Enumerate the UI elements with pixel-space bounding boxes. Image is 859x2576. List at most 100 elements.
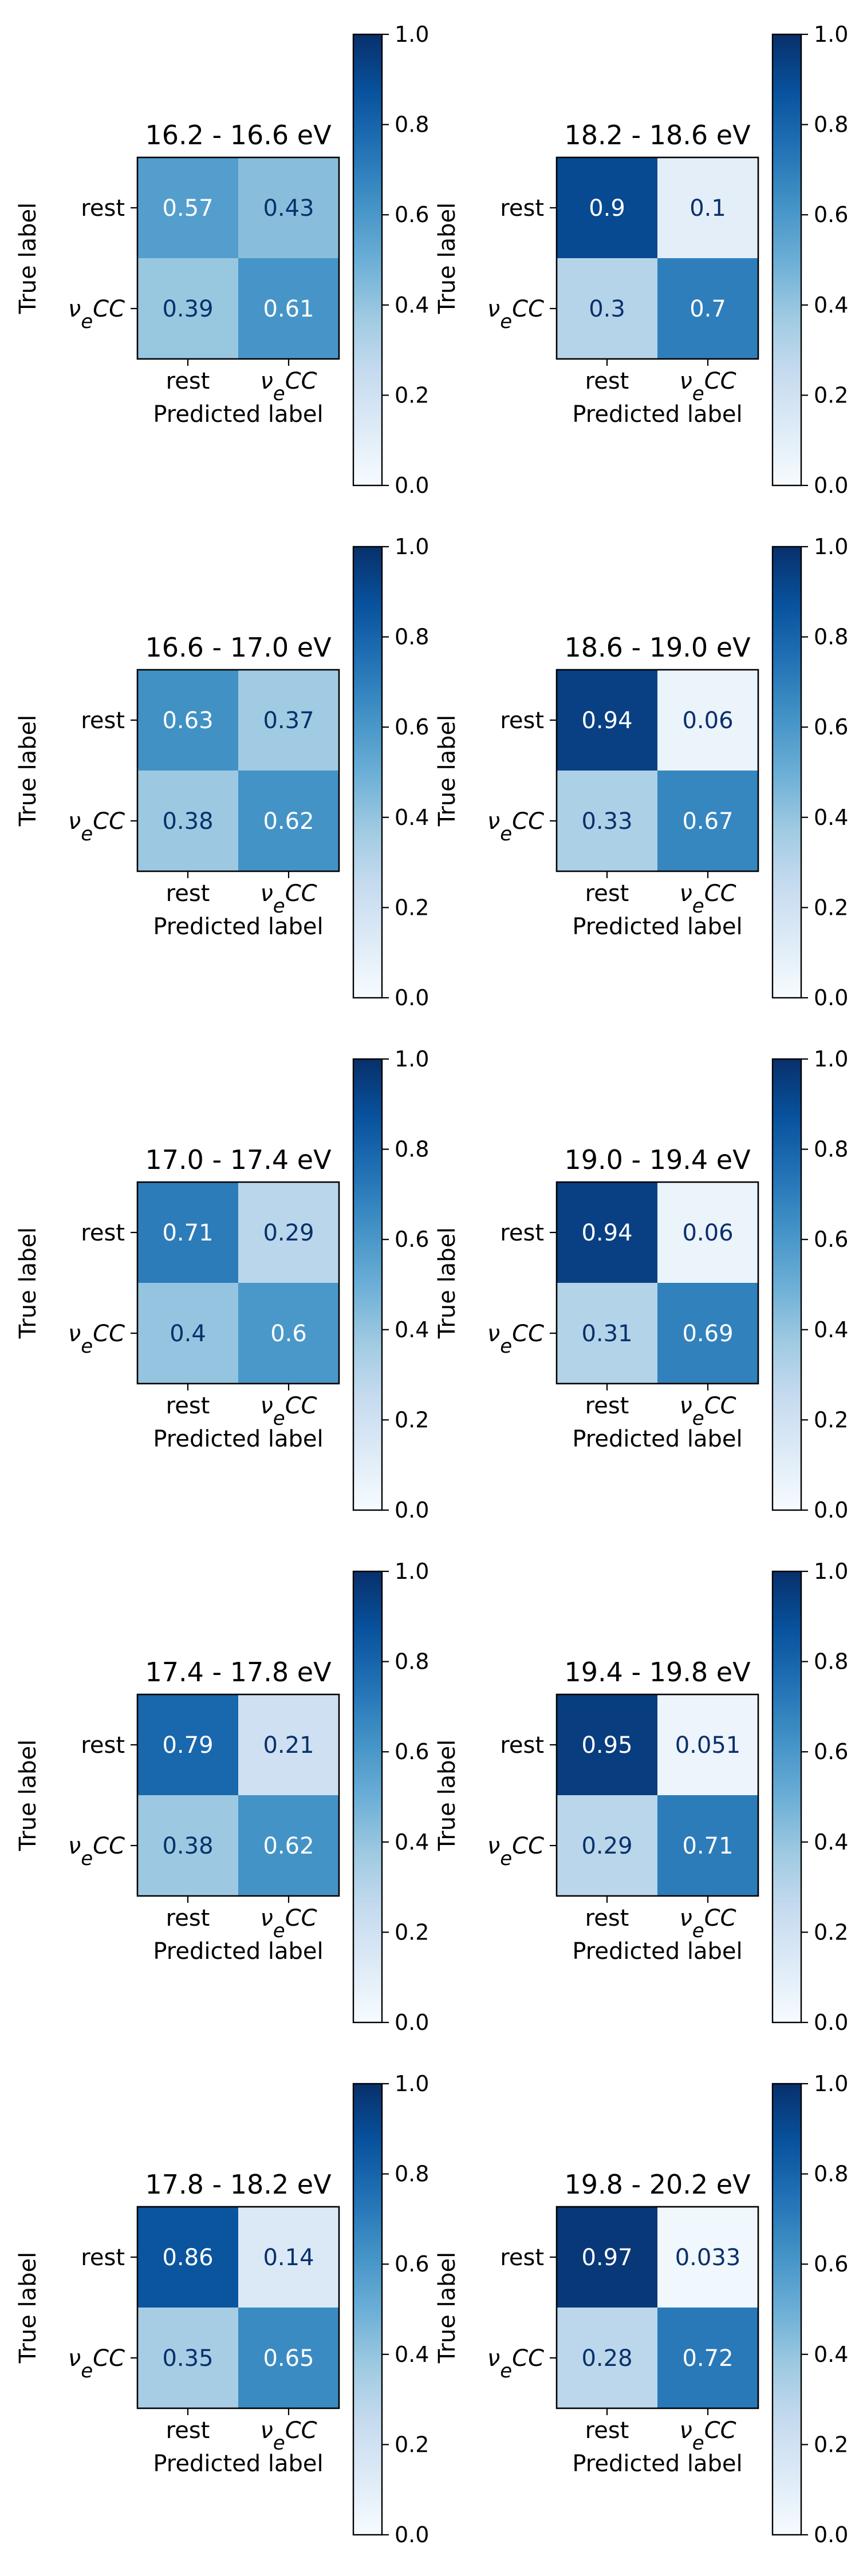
colorbar-tick-label: 0.4 <box>395 2342 429 2367</box>
colorbar-tick-label: 0.2 <box>814 382 848 408</box>
colorbar-tick-label: 1.0 <box>814 534 848 559</box>
colorbar-tick-label: 0.6 <box>395 202 429 227</box>
matrix-cell <box>238 2207 339 2308</box>
x-tick-label: νeCC <box>260 2417 317 2455</box>
y-axis-label: True label <box>15 1227 41 1339</box>
colorbar-tick-label: 0.4 <box>395 1317 429 1342</box>
cell-value-label: 0.69 <box>682 1321 733 1347</box>
matrix-cell <box>557 1182 657 1283</box>
matrix-cell <box>557 1795 657 1896</box>
y-axis-label: True label <box>434 1227 460 1339</box>
colorbar-tick-label: 0.8 <box>814 112 848 137</box>
colorbar <box>353 1059 382 1510</box>
colorbar-tick-label: 1.0 <box>814 1559 848 1584</box>
y-axis-label: True label <box>434 2252 460 2364</box>
colorbar-frame <box>352 33 383 487</box>
y-tick-label: rest <box>500 1220 544 1246</box>
colorbar-tick-label: 0.8 <box>395 1137 429 1162</box>
y-tick-label: νeCC <box>68 1833 125 1870</box>
colorbar-tick-label: 0.2 <box>814 2432 848 2457</box>
confusion-matrix-panel: 16.2 - 16.6 eV 0.57 0.43 0.39 0.61 rest νeCC re… <box>15 22 429 498</box>
x-tick-label: νeCC <box>679 368 736 405</box>
matrix-cell <box>238 258 339 359</box>
matrix-frame <box>136 1181 340 1385</box>
colorbar-tick-label: 1.0 <box>395 1559 429 1584</box>
matrix-cell <box>657 1795 758 1896</box>
confusion-matrix-panel: 17.4 - 17.8 eV 0.79 0.21 0.38 0.62 rest νeCC re… <box>15 1559 429 2035</box>
matrix-frame <box>136 2206 340 2409</box>
colorbar-tick-label: 0.2 <box>395 895 429 920</box>
cell-value-label: 0.033 <box>675 2245 741 2271</box>
cell-value-label: 0.61 <box>263 296 314 322</box>
panel-title: 18.2 - 18.6 eV <box>564 120 751 151</box>
colorbar-tick-label: 1.0 <box>814 1046 848 1072</box>
confusion-matrix-panel: 17.8 - 18.2 eV 0.86 0.14 0.35 0.65 rest νeCC re… <box>15 2071 429 2547</box>
colorbar-tick-label: 0.4 <box>395 1830 429 1855</box>
colorbar-frame <box>771 2083 802 2536</box>
cell-value-label: 0.79 <box>162 1732 213 1759</box>
colorbar <box>353 1571 382 2022</box>
x-tick-label: rest <box>166 1905 210 1931</box>
y-axis-label: True label <box>15 1740 41 1851</box>
matrix-cell <box>557 2207 657 2308</box>
confusion-matrix-panel: 19.8 - 20.2 eV 0.97 0.033 0.28 0.72 rest νeCC r… <box>434 2071 848 2547</box>
colorbar-tick-label: 0.6 <box>395 1739 429 1764</box>
panel-title: 17.8 - 18.2 eV <box>145 2169 332 2200</box>
colorbar-tick-label: 0.6 <box>395 2251 429 2277</box>
y-tick-label: νeCC <box>68 2345 125 2383</box>
cell-value-label: 0.31 <box>581 1321 632 1347</box>
colorbar-tick-label: 0.4 <box>814 805 848 830</box>
panel-title: 19.0 - 19.4 eV <box>564 1144 751 1175</box>
colorbar-tick-label: 0.0 <box>395 1498 429 1523</box>
cell-value-label: 0.21 <box>263 1732 314 1759</box>
cell-value-label: 0.6 <box>270 1321 307 1347</box>
colorbar-tick-label: 0.6 <box>395 714 429 740</box>
cell-value-label: 0.38 <box>162 808 213 835</box>
cell-value-label: 0.65 <box>263 2345 314 2372</box>
matrix-cell <box>137 1694 238 1795</box>
cell-value-label: 0.35 <box>162 2345 213 2372</box>
matrix-cell <box>238 2308 339 2408</box>
colorbar-frame <box>352 546 383 999</box>
y-axis-label: True label <box>434 1740 460 1851</box>
cell-value-label: 0.86 <box>162 2245 213 2271</box>
x-tick-label: νeCC <box>679 880 736 918</box>
cell-value-label: 0.29 <box>263 1220 314 1246</box>
cell-value-label: 0.94 <box>581 1220 632 1246</box>
panel-title: 17.0 - 17.4 eV <box>145 1144 332 1175</box>
cell-value-label: 0.28 <box>581 2345 632 2372</box>
colorbar-tick-label: 0.0 <box>814 473 848 498</box>
y-tick-label: νeCC <box>68 296 125 333</box>
cell-value-label: 0.37 <box>263 708 314 734</box>
x-tick-label: νeCC <box>260 368 317 405</box>
matrix-cell <box>238 157 339 258</box>
colorbar-tick-label: 0.6 <box>814 202 848 227</box>
matrix-frame <box>136 156 340 360</box>
y-tick-label: rest <box>81 1732 125 1759</box>
cell-value-label: 0.3 <box>589 296 625 322</box>
x-axis-label: Predicted label <box>572 2451 742 2477</box>
panel-title: 19.4 - 19.8 eV <box>564 1657 751 1688</box>
matrix-frame <box>136 1693 340 1897</box>
x-axis-label: Predicted label <box>153 2451 323 2477</box>
cell-value-label: 0.71 <box>682 1833 733 1859</box>
cell-value-label: 0.33 <box>581 808 632 835</box>
colorbar-tick-label: 0.2 <box>814 1407 848 1432</box>
matrix-cell <box>557 670 657 771</box>
y-tick-label: νeCC <box>68 1321 125 1358</box>
matrix-cell <box>137 1283 238 1384</box>
colorbar-tick-label: 0.2 <box>395 1919 429 1945</box>
matrix-cell <box>557 1694 657 1795</box>
matrix-cell <box>657 1182 758 1283</box>
colorbar-tick-label: 0.6 <box>814 1739 848 1764</box>
matrix-cell <box>657 1694 758 1795</box>
colorbar-tick-label: 1.0 <box>814 2071 848 2096</box>
colorbar-frame <box>771 546 802 999</box>
cell-value-label: 0.94 <box>581 708 632 734</box>
colorbar-tick-label: 0.4 <box>814 293 848 318</box>
colorbar-tick-label: 0.0 <box>814 2522 848 2547</box>
colorbar-tick-label: 1.0 <box>395 22 429 47</box>
colorbar-tick-label: 1.0 <box>395 2071 429 2096</box>
confusion-matrix-panel: 16.6 - 17.0 eV 0.63 0.37 0.38 0.62 rest νeCC re… <box>15 534 429 1010</box>
